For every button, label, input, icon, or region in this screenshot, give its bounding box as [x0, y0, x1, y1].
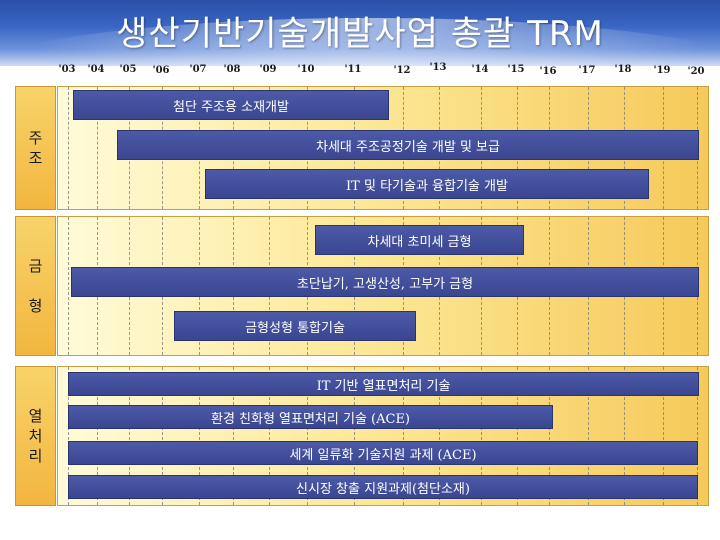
year-gridline: [588, 367, 589, 505]
year-tick-label: '12: [393, 65, 411, 76]
row-panel-mold: 차세대 초미세 금형 초단납기, 고생산성, 고부가 금형 금형성형 통합기술: [57, 216, 709, 356]
year-tick-label: '14: [471, 64, 489, 75]
bar-label: 세계 일류화 기술지원 과제 (ACE): [289, 447, 477, 463]
year-tick-label: '07: [189, 64, 207, 75]
row-label-mold: 금 형: [15, 216, 56, 356]
row-panel-heat-treatment: IT 기반 열표면처리 기술 환경 친화형 열표면처리 기술 (ACE) 세계 …: [57, 366, 709, 506]
year-tick-label: '19: [653, 65, 671, 76]
roadmap-bar: 금형성형 통합기술: [174, 311, 416, 341]
roadmap-bar: 초단납기, 고생산성, 고부가 금형: [71, 267, 699, 297]
year-tick-label: '08: [223, 64, 241, 75]
roadmap-bar: 차세대 초미세 금형: [315, 225, 524, 255]
year-gridline: [97, 87, 98, 209]
bar-label: 금형성형 통합기술: [245, 320, 345, 336]
year-tick-label: '03: [58, 64, 76, 75]
year-gridline: [68, 87, 69, 209]
year-gridline: [403, 367, 404, 505]
bar-label: 차세대 주조공정기술 개발 및 보급: [316, 139, 500, 155]
year-gridline: [663, 367, 664, 505]
page-title: 생산기반기술개발사업 총괄 TRM: [116, 14, 604, 54]
year-tick-label: '15: [507, 64, 525, 75]
year-tick-label: '16: [539, 66, 557, 77]
year-gridline: [199, 367, 200, 505]
bar-label: 차세대 초미세 금형: [367, 234, 472, 250]
row-label-heat-treatment: 열 처 리: [15, 366, 56, 506]
year-tick-label: '06: [152, 65, 170, 76]
bar-label: 신시장 창출 지원과제(첨단소재): [296, 481, 470, 497]
bar-label: IT 및 타기술과 융합기술 개발: [346, 178, 508, 194]
row-label-text: 열 처 리: [28, 407, 43, 465]
year-tick-label: '11: [344, 64, 362, 75]
roadmap-bar: 세계 일류화 기술지원 과제 (ACE): [68, 441, 698, 465]
year-gridline: [97, 367, 98, 505]
year-tick-label: '17: [578, 65, 596, 76]
year-tick-label: '10: [297, 64, 315, 75]
year-gridline: [269, 367, 270, 505]
bar-label: 환경 친화형 열표면처리 기술 (ACE): [210, 411, 411, 427]
bar-label: 초단납기, 고생산성, 고부가 금형: [296, 276, 474, 292]
year-tick-label: '04: [87, 64, 105, 75]
roadmap-bar: 차세대 주조공정기술 개발 및 보급: [117, 130, 699, 160]
year-gridline: [517, 367, 518, 505]
roadmap-bar: 신시장 창출 지원과제(첨단소재): [68, 475, 698, 499]
year-gridline: [624, 367, 625, 505]
year-tick-label: '20: [687, 66, 705, 77]
roadmap-bar: 첨단 주조용 소재개발: [73, 90, 389, 120]
year-tick-label: '05: [119, 64, 137, 75]
year-tick-label: '18: [614, 64, 632, 75]
roadmap-bar: IT 기반 열표면처리 기술: [68, 372, 699, 396]
year-gridline: [68, 217, 69, 355]
year-gridline: [697, 367, 698, 505]
year-gridline: [307, 367, 308, 505]
year-gridline: [233, 367, 234, 505]
year-gridline: [354, 367, 355, 505]
row-label-text: 주 조: [28, 129, 43, 167]
year-tick-label: '09: [259, 64, 277, 75]
row-label-casting: 주 조: [15, 86, 56, 210]
roadmap-bar: IT 및 타기술과 융합기술 개발: [205, 169, 649, 199]
year-gridline: [129, 367, 130, 505]
year-gridline: [68, 367, 69, 505]
bar-label: 첨단 주조용 소재개발: [173, 99, 289, 115]
title-banner: 생산기반기술개발사업 총괄 TRM: [0, 0, 720, 66]
row-label-text: 금 형: [28, 257, 43, 315]
year-gridline: [549, 367, 550, 505]
year-gridline: [481, 367, 482, 505]
roadmap-bar: 환경 친화형 열표면처리 기술 (ACE): [68, 405, 553, 429]
year-gridline: [162, 367, 163, 505]
year-tick-label: '13: [429, 62, 447, 73]
year-gridline: [439, 367, 440, 505]
bar-label: IT 기반 열표면처리 기술: [316, 378, 451, 394]
row-panel-casting: 첨단 주조용 소재개발 차세대 주조공정기술 개발 및 보급 IT 및 타기술과…: [57, 86, 709, 210]
